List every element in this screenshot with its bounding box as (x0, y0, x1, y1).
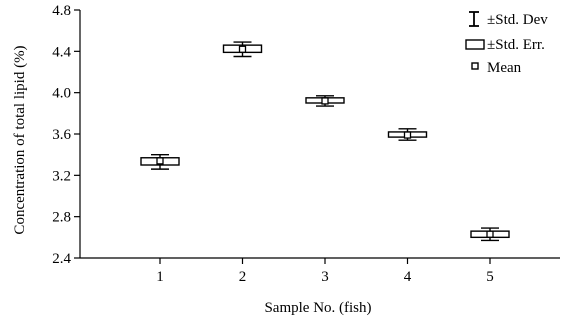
x-tick-label: 1 (156, 269, 164, 285)
y-tick-label: 2.4 (52, 251, 71, 267)
mean-point (321, 97, 329, 105)
y-tick-label: 2.8 (52, 210, 71, 226)
legend-label-std-err: ±Std. Err. (487, 37, 545, 53)
sample-4-group (387, 128, 428, 141)
sample-1-group (140, 153, 180, 170)
y-axis-title: Concentration of total lipid (%) (12, 45, 28, 234)
legend-item-mean: Mean (471, 60, 522, 76)
sample-2-group (222, 41, 263, 58)
legend-label-std-dev: ±Std. Dev (487, 12, 548, 28)
std-err-icon (465, 39, 485, 50)
y-axis-ticks: 2.4 2.8 3.2 3.6 4.0 4.4 4.8 (52, 3, 80, 267)
legend-item-std-err: ±Std. Err. (465, 37, 545, 53)
x-tick-label: 5 (486, 269, 494, 285)
x-tick-label: 2 (239, 269, 247, 285)
plot-marks (140, 41, 510, 242)
y-tick-label: 4.4 (52, 44, 71, 60)
mean-point (156, 157, 164, 165)
y-tick-label: 4.0 (52, 86, 71, 102)
x-axis-ticks: 1 2 3 4 5 (156, 258, 494, 285)
std-dev-icon (469, 11, 479, 27)
legend: ±Std. Dev ±Std. Err. Mean (465, 11, 548, 76)
mean-point (238, 45, 247, 53)
y-tick-label: 4.8 (52, 3, 71, 19)
x-axis-title: Sample No. (fish) (264, 300, 371, 316)
mean-icon (471, 62, 479, 70)
legend-label-mean: Mean (487, 60, 522, 76)
mean-point (403, 131, 412, 139)
sample-3-group (305, 95, 345, 107)
y-tick-label: 3.2 (52, 168, 71, 184)
sample-5-group (470, 227, 510, 242)
x-tick-label: 4 (404, 269, 412, 285)
x-tick-label: 3 (321, 269, 329, 285)
mean-point (486, 230, 494, 238)
legend-item-std-dev: ±Std. Dev (469, 11, 548, 28)
y-tick-label: 3.6 (52, 127, 71, 143)
